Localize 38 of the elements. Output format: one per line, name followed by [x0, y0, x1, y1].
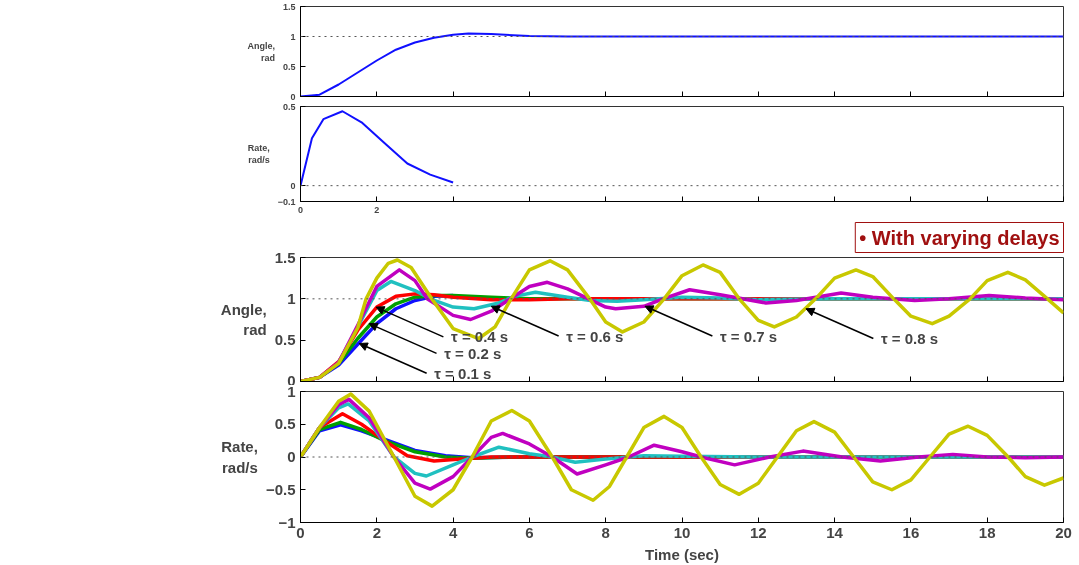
y-tick-label: 0.5: [274, 331, 296, 349]
x-tick-label: 20: [1055, 523, 1072, 541]
y-axis-title: Angle, rad: [247, 40, 275, 63]
y-tick-label: −1: [278, 513, 296, 531]
y-tick-label: 0.5: [274, 415, 296, 433]
x-tick-label: 18: [978, 523, 996, 541]
x-tick-label: 2: [374, 204, 380, 215]
y-tick-label: 1.5: [282, 1, 296, 12]
y-tick-label: 0: [287, 448, 296, 465]
line-series: [300, 392, 1064, 508]
annotation: τ = 0.7 s: [719, 327, 778, 345]
y-axis-title: Rate, rad/s: [221, 438, 258, 476]
y-tick-label: 0.5: [282, 101, 296, 112]
x-tick-label: 6: [525, 523, 534, 541]
y-tick-label: 0: [290, 180, 296, 191]
x-tick-label: 10: [673, 523, 691, 541]
y-tick-label: 0: [290, 91, 296, 102]
x-tick-label: 8: [601, 523, 610, 541]
y-tick-label: 1: [287, 289, 296, 307]
x-tick-label: 2: [372, 523, 381, 541]
x-tick-label: 16: [902, 523, 920, 541]
y-axis-title: Rate, rad/s: [247, 143, 270, 165]
annotation: τ = 0.2 s: [444, 344, 502, 362]
annotation: τ = 0.6 s: [566, 327, 624, 345]
chart-title: • With varying delays: [859, 226, 1060, 249]
y-tick-label: 1.5: [274, 248, 296, 266]
y-tick-label: 1: [290, 31, 296, 42]
x-axis-title: Time (sec): [645, 545, 719, 563]
x-tick-label: 14: [826, 523, 844, 541]
x-tick-label: 4: [448, 523, 458, 541]
y-axis-title: Angle, rad: [220, 300, 267, 339]
y-tick-label: 0.5: [282, 61, 296, 72]
annotation: τ = 0.8 s: [880, 330, 939, 348]
x-tick-label: 12: [749, 523, 767, 541]
y-tick-label: −0.1: [277, 196, 296, 207]
y-tick-label: −0.5: [265, 480, 296, 498]
line-series: [300, 110, 455, 187]
annotation: τ = 0.1 s: [434, 364, 492, 382]
